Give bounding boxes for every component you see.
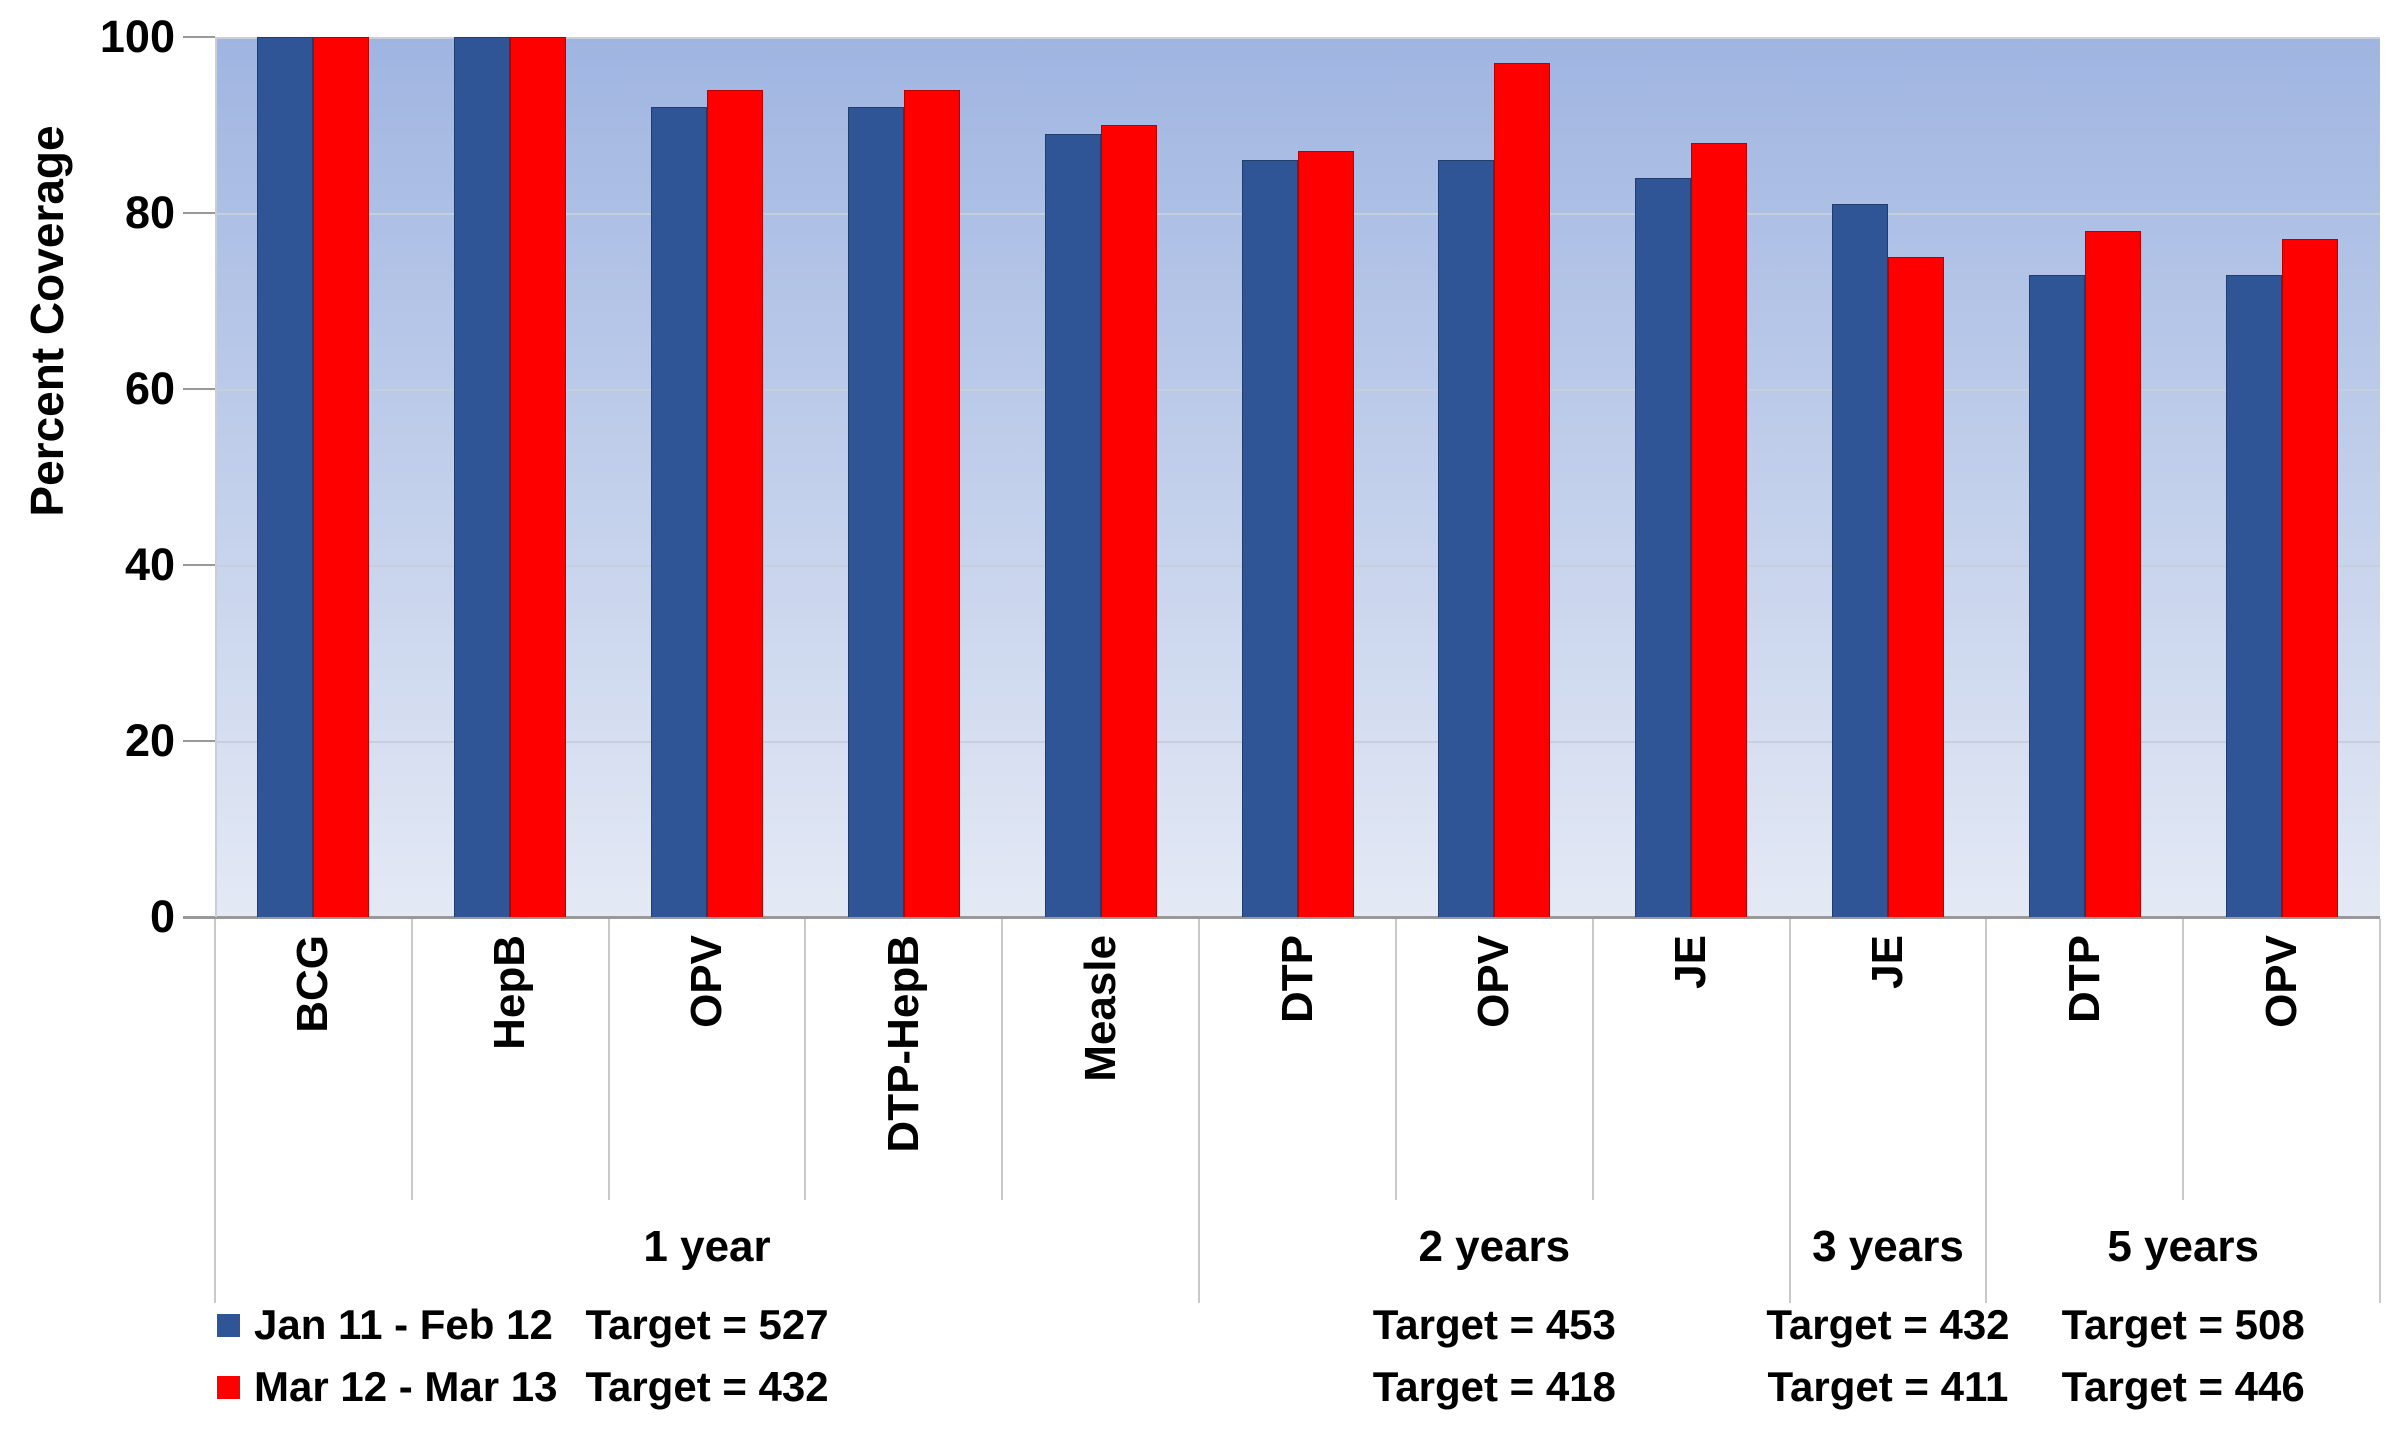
category-label-dtp-9: DTP <box>2059 935 2109 1023</box>
y-tick-label-0: 0 <box>149 891 175 942</box>
category-label-je-8: JE <box>1862 935 1912 989</box>
group-separator-8 <box>1788 919 1791 1303</box>
y-tick-60 <box>183 388 215 390</box>
group-label-3-years: 3 years <box>1812 1222 1964 1271</box>
target-label-1-year-row1: Target = 527 <box>585 1301 829 1348</box>
target-label-2-years-row2: Target = 418 <box>1372 1363 1616 1410</box>
bar-jan-dtp-9 <box>2028 274 2085 917</box>
bar-jan-opv-2 <box>651 107 708 917</box>
bar-mar-je-8 <box>1887 257 1944 917</box>
bar-jan-opv-6 <box>1438 160 1495 917</box>
target-label-3-years-row1: Target = 432 <box>1766 1301 2010 1348</box>
category-separator-7 <box>1591 919 1594 1200</box>
bar-mar-measle-4 <box>1100 125 1157 917</box>
y-tick-100 <box>183 36 215 38</box>
y-tick-label-60: 60 <box>124 363 175 414</box>
bar-mar-opv-6 <box>1494 63 1551 917</box>
category-label-bcg-0: BCG <box>288 935 338 1033</box>
bar-jan-je-8 <box>1831 204 1888 917</box>
bar-jan-dtp-5 <box>1241 160 1298 917</box>
group-separator-11 <box>2379 919 2381 1303</box>
group-label-1-year: 1 year <box>643 1222 771 1271</box>
group-label-5-years: 5 years <box>2107 1222 2260 1271</box>
y-tick-label-40: 40 <box>124 539 175 590</box>
bar-mar-bcg-0 <box>313 37 370 917</box>
legend-label-blue: Jan 11 - Feb 12 <box>254 1301 553 1348</box>
category-separator-10 <box>2182 919 2185 1200</box>
bar-mar-dtp-hepb-3 <box>903 89 960 917</box>
bar-mar-hepb-1 <box>510 37 567 917</box>
y-tick-40 <box>183 564 215 566</box>
group-separator-0 <box>214 919 216 1303</box>
legend-label-red: Mar 12 - Mar 13 <box>254 1363 558 1410</box>
bar-mar-dtp-5 <box>1297 151 1354 917</box>
y-axis-line <box>215 37 217 917</box>
target-label-2-years-row1: Target = 453 <box>1372 1301 1616 1348</box>
gridline-100 <box>215 37 2380 39</box>
y-tick-label-20: 20 <box>124 715 175 766</box>
y-tick-80 <box>183 212 215 214</box>
group-label-2-years: 2 years <box>1418 1222 1571 1271</box>
bar-jan-measle-4 <box>1044 133 1101 917</box>
category-label-opv-2: OPV <box>682 935 732 1028</box>
group-separator-9 <box>1985 919 1988 1303</box>
y-tick-label-100: 100 <box>99 11 175 62</box>
bar-mar-dtp-9 <box>2084 230 2141 917</box>
target-label-5-years-row1: Target = 508 <box>2061 1301 2305 1348</box>
category-label-opv-6: OPV <box>1469 935 1519 1028</box>
bar-mar-je-7 <box>1691 142 1748 917</box>
category-separator-2 <box>607 919 610 1200</box>
group-separator-5 <box>1198 919 1201 1303</box>
bar-jan-bcg-0 <box>257 37 314 917</box>
legend-swatch-red <box>217 1376 240 1399</box>
y-tick-20 <box>183 740 215 742</box>
category-label-measle-4: Measle <box>1075 935 1125 1082</box>
bar-mar-opv-10 <box>2281 239 2338 917</box>
category-separator-3 <box>804 919 807 1200</box>
target-label-3-years-row2: Target = 411 <box>1767 1363 2009 1410</box>
x-axis-baseline <box>183 916 2380 919</box>
bar-jan-hepb-1 <box>454 37 511 917</box>
category-separator-4 <box>1001 919 1004 1200</box>
bar-jan-opv-10 <box>2225 274 2282 917</box>
bar-mar-opv-2 <box>707 89 764 917</box>
bar-jan-dtp-hepb-3 <box>847 107 904 917</box>
category-label-dtp-5: DTP <box>1272 935 1322 1023</box>
category-separator-1 <box>410 919 413 1200</box>
y-tick-label-80: 80 <box>124 187 175 238</box>
category-separator-6 <box>1394 919 1397 1200</box>
target-label-5-years-row2: Target = 446 <box>2061 1363 2305 1410</box>
legend-swatch-blue <box>217 1314 240 1337</box>
bar-jan-je-7 <box>1635 177 1692 917</box>
y-axis-title: Percent Coverage <box>21 125 73 517</box>
category-label-opv-10: OPV <box>2256 935 2306 1028</box>
target-label-1-year-row2: Target = 432 <box>585 1363 829 1410</box>
category-label-je-7: JE <box>1666 935 1716 989</box>
category-label-dtp-hepb-3: DTP-HepB <box>878 935 928 1153</box>
category-label-hepb-1: HepB <box>485 935 535 1050</box>
